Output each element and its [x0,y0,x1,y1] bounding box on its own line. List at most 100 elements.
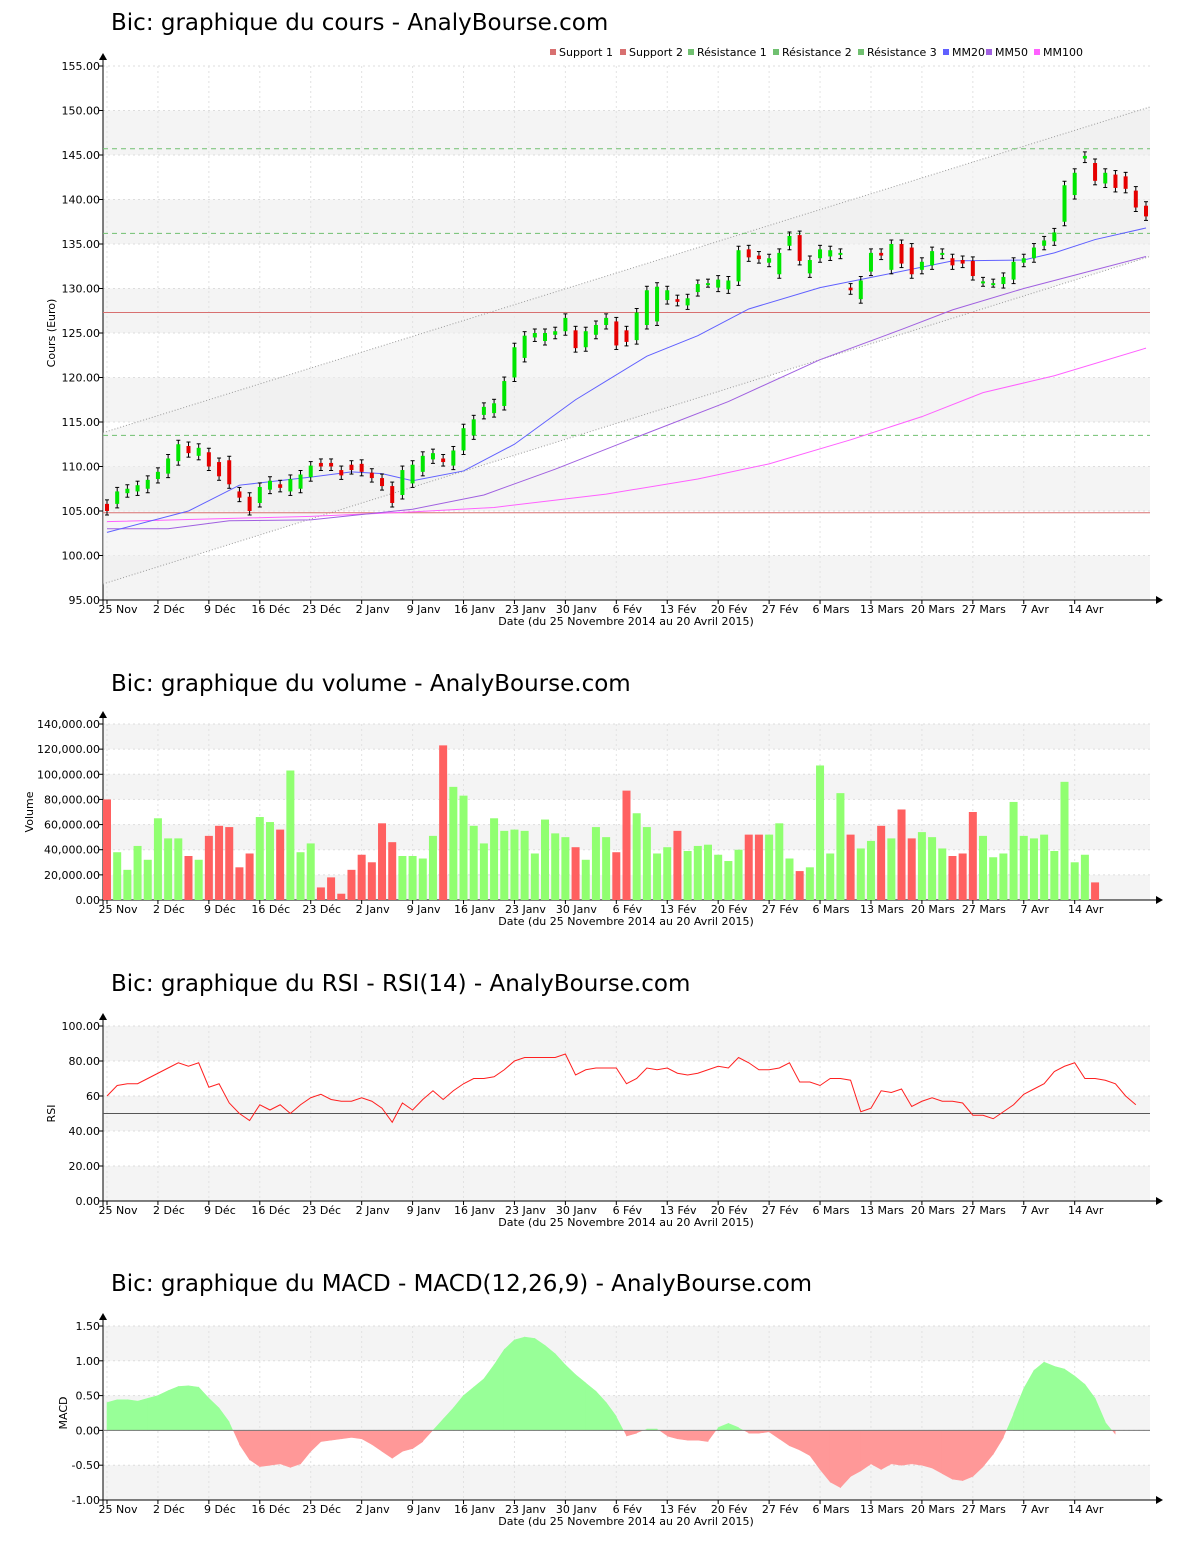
plot-band [103,1026,1150,1061]
candle [1042,235,1047,251]
y-tick-label: 130.00 [62,283,101,296]
price-chart: 95.00 100.00 105.00 110.00 115.00 120.00 125.0… [45,46,1163,628]
legend-label: Support 2 [629,46,683,59]
macd-area-segment [677,1430,688,1441]
volume-bar [174,838,183,900]
y-tick-label: 140,000.00 [37,718,100,731]
candle [1082,151,1087,164]
volume-bar [479,843,488,900]
candle-body [247,496,252,511]
macd-area-segment [249,1430,261,1468]
macd-area-segment [269,1430,281,1466]
legend-swatch [620,49,626,55]
macd-area-segment [931,1430,943,1475]
x-tick-label: 16 Déc [251,903,290,916]
x-tick-label: 23 Déc [302,603,341,616]
volume-bar [561,837,570,900]
macd-area-segment [147,1395,159,1431]
candle-body [471,419,476,436]
candle-body [777,252,782,275]
macd-area-segment [514,1336,525,1431]
x-tick-label: 20 Fév [711,1204,748,1217]
candle-body [736,250,741,282]
x-tick-label: 9 Janv [407,1204,441,1217]
y-tick-label: 20,000.00 [44,869,100,882]
candle [298,470,303,494]
candle-body [695,284,700,293]
volume-bar [296,852,305,900]
macd-area-segment [962,1430,974,1481]
candle [1103,168,1108,188]
candle-body [329,462,334,467]
candle-body [1062,185,1067,222]
candle-body [879,252,884,256]
candle [125,484,130,498]
volume-bar [113,852,122,900]
macd-area-segment [666,1430,678,1440]
volume-bar [215,825,224,900]
macd-area-segment [137,1397,149,1431]
candle [991,278,996,288]
candle-body [858,280,863,300]
candle [1113,170,1118,193]
candle [553,326,558,340]
volume-bar [1029,838,1038,900]
candle [604,313,609,330]
macd-area-segment [1013,1388,1025,1431]
candle [981,276,986,287]
x-axis-label: Date (du 25 Novembre 2014 au 20 Avril 20… [498,615,754,628]
volume-bar [194,859,203,900]
candle-body [1031,247,1036,259]
x-tick-label: 7 Avr [1021,1503,1050,1516]
x-axis-arrow [1156,896,1163,904]
x-tick-label: 20 Fév [711,603,748,616]
x-tick-label: 6 Fév [613,1503,643,1516]
volume-bar [204,835,213,900]
candle-body [756,255,761,260]
y-axis-arrow [99,53,107,60]
candle [145,475,150,494]
macd-area-segment [503,1339,515,1431]
x-tick-label: 14 Avr [1068,1503,1104,1516]
x-tick-label: 13 Mars [860,603,904,616]
candle [206,447,211,472]
macd-area-segment [544,1344,556,1431]
x-tick-label: 27 Fév [762,1503,799,1516]
candle-body [1133,190,1138,208]
candle-body [1042,240,1047,246]
volume-bar [703,844,712,900]
candle-body [1082,155,1087,159]
macd-area-segment [1084,1383,1096,1431]
macd-area-segment [290,1430,301,1468]
candle-body [746,249,751,258]
y-tick-label: 60 [86,1090,100,1103]
candle-body [624,330,629,342]
x-tick-label: 23 Janv [505,1204,546,1217]
x-tick-label: 27 Fév [762,603,799,616]
candle [492,398,497,418]
mm20-line [106,227,1147,533]
candle [767,253,772,268]
candle [227,455,232,489]
x-axis-label: Date (du 25 Novembre 2014 au 20 Avril 20… [498,1216,754,1229]
candle-body [644,290,649,325]
volume-bar [1080,854,1089,900]
x-tick-label: 20 Fév [711,903,748,916]
volume-bar [1009,801,1018,900]
legend-label: Résistance 2 [782,46,852,59]
macd-area-segment [320,1430,332,1442]
candle [787,231,792,251]
macd-area-segment [300,1430,312,1465]
candle-body [848,287,853,291]
x-tick-label: 25 Nov [99,903,138,916]
macd-area-segment [157,1390,169,1431]
candle-body [970,260,975,277]
x-tick-label: 13 Mars [860,1204,904,1217]
macd-area-segment [799,1430,811,1456]
x-tick-label: 16 Janv [454,1503,495,1516]
volume-bar [337,893,346,900]
candle [716,275,721,293]
candle [288,474,293,496]
volume-bar [1091,882,1100,900]
volume-bar [367,862,376,900]
